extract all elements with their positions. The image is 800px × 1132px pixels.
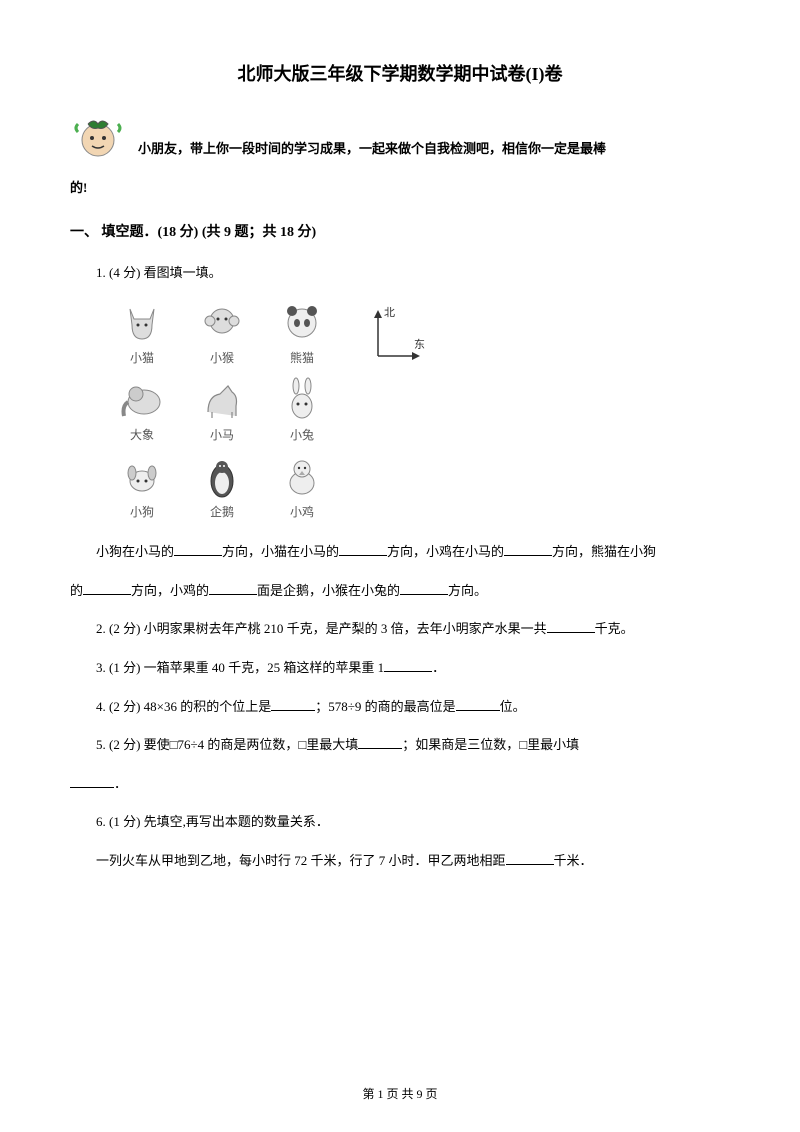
- blank[interactable]: [504, 543, 552, 556]
- mascot-icon: [70, 110, 126, 166]
- q2-b: 千克。: [595, 621, 634, 636]
- q1-seg-f: 方向，小鸡的: [131, 583, 209, 598]
- q5: 5. (2 分) 要使□76÷4 的商是两位数，□里最大填 ；如果商是三位数，□里…: [70, 731, 730, 760]
- q6-line: 一列火车从甲地到乙地，每小时行 72 千米，行了 7 小时．甲乙两地相距 千米．: [70, 847, 730, 876]
- blank[interactable]: [358, 736, 402, 749]
- blank[interactable]: [174, 543, 222, 556]
- intro-row: 小朋友，带上你一段时间的学习成果，一起来做个自我检测吧，相信你一定是最棒: [70, 110, 730, 166]
- panda-label: 熊猫: [262, 349, 342, 366]
- q2: 2. (2 分) 小明家果树去年产桃 210 千克，是产梨的 3 倍，去年小明家…: [70, 615, 730, 644]
- q1-seg-d: 方向，熊猫在小狗: [552, 544, 656, 559]
- q1-seg-c: 方向，小鸡在小马的: [387, 544, 504, 559]
- blank[interactable]: [209, 582, 257, 595]
- q1-animal-grid: 小猫 小猴 熊猫 北 东 大象 小马 小兔: [102, 299, 730, 520]
- monkey-label: 小猴: [182, 349, 262, 366]
- q3-b: ．: [432, 660, 445, 675]
- elephant-label: 大象: [102, 426, 182, 443]
- rabbit-icon: [278, 376, 326, 424]
- blank[interactable]: [339, 543, 387, 556]
- q4-c: 位。: [500, 699, 526, 714]
- penguin-label: 企鹅: [182, 503, 262, 520]
- q6-line-a: 一列火车从甲地到乙地，每小时行 72 千米，行了 7 小时．甲乙两地相距: [96, 853, 506, 868]
- penguin-icon: [198, 453, 246, 501]
- blank[interactable]: [400, 582, 448, 595]
- rabbit-label: 小兔: [262, 426, 342, 443]
- q1-seg-e: 的: [70, 583, 83, 598]
- blank[interactable]: [456, 698, 500, 711]
- cat-icon: [118, 299, 166, 347]
- q1-seg-g: 面是企鹅，小猴在小兔的: [257, 583, 400, 598]
- chick-icon: [278, 453, 326, 501]
- monkey-icon: [198, 299, 246, 347]
- cell-elephant: 大象: [102, 376, 182, 443]
- intro-text-2: 的!: [70, 174, 730, 203]
- q1-stem: 1. (4 分) 看图填一填。: [70, 259, 730, 288]
- q4-a: 4. (2 分) 48×36 的积的个位上是: [96, 699, 271, 714]
- grid-row-2: 大象 小马 小兔: [102, 376, 730, 443]
- q1-seg-b: 方向，小猫在小马的: [222, 544, 339, 559]
- cell-horse: 小马: [182, 376, 262, 443]
- grid-row-3: 小狗 企鹅 小鸡: [102, 453, 730, 520]
- cell-dog: 小狗: [102, 453, 182, 520]
- intro-text-1: 小朋友，带上你一段时间的学习成果，一起来做个自我检测吧，相信你一定是最棒: [138, 135, 606, 166]
- horse-label: 小马: [182, 426, 262, 443]
- cell-monkey: 小猴: [182, 299, 262, 366]
- blank[interactable]: [70, 775, 114, 788]
- cell-chick: 小鸡: [262, 453, 342, 520]
- q2-a: 2. (2 分) 小明家果树去年产桃 210 千克，是产梨的 3 倍，去年小明家…: [96, 621, 547, 636]
- q3: 3. (1 分) 一箱苹果重 40 千克，25 箱这样的苹果重 1 ．: [70, 654, 730, 683]
- q5-line2: ．: [70, 770, 730, 799]
- q4-b: ；578÷9 的商的最高位是: [315, 699, 455, 714]
- compass-north: 北: [384, 306, 395, 319]
- blank[interactable]: [83, 582, 131, 595]
- q1-seg-a: 小狗在小马的: [96, 544, 174, 559]
- page-footer: 第 1 页 共 9 页: [0, 1085, 800, 1102]
- q4: 4. (2 分) 48×36 的积的个位上是 ；578÷9 的商的最高位是 位。: [70, 693, 730, 722]
- cell-panda: 熊猫: [262, 299, 342, 366]
- q5-c: ．: [114, 776, 127, 791]
- dog-label: 小狗: [102, 503, 182, 520]
- chick-label: 小鸡: [262, 503, 342, 520]
- grid-row-1: 小猫 小猴 熊猫 北 东: [102, 299, 730, 366]
- cell-rabbit: 小兔: [262, 376, 342, 443]
- blank[interactable]: [384, 659, 432, 672]
- compass-east: 东: [414, 338, 425, 351]
- q3-a: 3. (1 分) 一箱苹果重 40 千克，25 箱这样的苹果重 1: [96, 660, 384, 675]
- blank[interactable]: [271, 698, 315, 711]
- q1-seg-h: 方向。: [448, 583, 487, 598]
- dog-icon: [118, 453, 166, 501]
- cat-label: 小猫: [102, 349, 182, 366]
- horse-icon: [198, 376, 246, 424]
- page-title: 北师大版三年级下学期数学期中试卷(I)卷: [70, 60, 730, 86]
- panda-icon: [278, 299, 326, 347]
- q5-a: 5. (2 分) 要使□76÷4 的商是两位数，□里最大填: [96, 737, 358, 752]
- q6: 6. (1 分) 先填空,再写出本题的数量关系．: [70, 808, 730, 837]
- q6-line-b: 千米．: [554, 853, 593, 868]
- blank[interactable]: [547, 620, 595, 633]
- elephant-icon: [118, 376, 166, 424]
- cell-cat: 小猫: [102, 299, 182, 366]
- section-1-heading: 一、 填空题．(18 分) (共 9 题；共 18 分): [70, 221, 730, 241]
- blank[interactable]: [506, 852, 554, 865]
- q1-text-2: 的 方向，小鸡的 面是企鹅，小猴在小兔的 方向。: [70, 577, 730, 606]
- compass-icon: 北 东: [358, 306, 428, 366]
- q1-text: 小狗在小马的 方向，小猫在小马的 方向，小鸡在小马的 方向，熊猫在小狗: [70, 538, 730, 567]
- cell-penguin: 企鹅: [182, 453, 262, 520]
- q5-b: ；如果商是三位数，□里最小填: [402, 737, 579, 752]
